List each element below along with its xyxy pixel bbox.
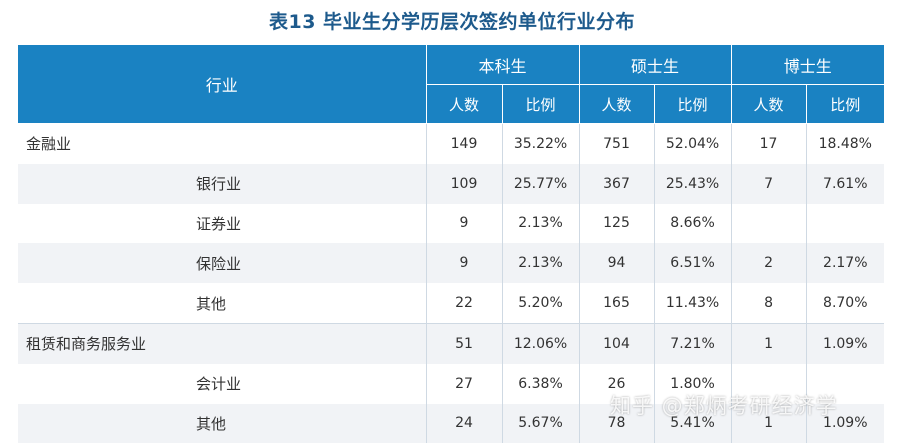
cell-master-ratio: 11.43%	[654, 283, 732, 324]
table-row: 金融业 149 35.22% 751 52.04% 17 18.48%	[18, 123, 884, 164]
cell-undergrad-ratio: 6.38%	[502, 363, 580, 404]
row-industry-name: 其他	[18, 403, 427, 444]
row-industry-name: 保险业	[18, 243, 427, 284]
cell-doctor-count: 1	[731, 403, 807, 444]
table-row: 银行业 109 25.77% 367 25.43% 7 7.61%	[18, 163, 885, 204]
header-count: 人数	[730, 84, 807, 124]
cell-doctor-ratio: 2.17%	[806, 243, 885, 284]
cell-undergrad-count: 24	[426, 403, 503, 444]
cell-doctor-count: 2	[731, 243, 807, 284]
cell-undergrad-count: 22	[426, 283, 503, 324]
cell-undergrad-ratio: 25.77%	[502, 163, 580, 204]
header-count: 人数	[578, 84, 655, 124]
cell-doctor-count: 8	[731, 283, 807, 324]
row-industry-name: 其他	[18, 283, 427, 324]
table-row: 其他 24 5.67% 78 5.41% 1 1.09%	[18, 403, 885, 444]
cell-master-ratio: 5.41%	[654, 403, 732, 444]
cell-master-count: 125	[579, 203, 655, 244]
cell-undergrad-ratio: 5.20%	[502, 283, 580, 324]
header-industry: 行业	[18, 44, 427, 124]
row-industry-name: 银行业	[18, 163, 427, 204]
row-industry-name: 会计业	[18, 363, 427, 404]
cell-undergrad-ratio: 12.06%	[502, 322, 580, 364]
cell-doctor-ratio: 18.48%	[818, 135, 872, 152]
cell-doctor-count: 1	[731, 322, 807, 364]
cell-master-count: 78	[579, 403, 655, 444]
table-row: 保险业 9 2.13% 94 6.51% 2 2.17%	[18, 243, 885, 284]
table-title: 表13 毕业生分学历层次签约单位行业分布	[268, 11, 636, 33]
header-ratio: 比例	[501, 84, 580, 124]
cell-doctor-ratio: 1.09%	[806, 403, 885, 444]
cell-undergrad-ratio: 5.67%	[502, 403, 580, 444]
cell-doctor-count	[731, 363, 807, 404]
header-ratio: 比例	[805, 84, 885, 124]
industry-distribution-table: 行业 本科生 硕士生 博士生 人数 比例 人数 比例 人数 比例 金融业 149 3…	[18, 44, 885, 444]
cell-undergrad-ratio: 35.22%	[502, 123, 580, 164]
cell-master-count: 165	[579, 283, 655, 324]
row-industry-name: 金融业	[18, 123, 427, 164]
cell-undergrad-ratio: 2.13%	[502, 203, 580, 244]
cell-master-ratio: 1.80%	[654, 363, 732, 404]
cell-doctor-count: 17	[731, 123, 807, 164]
row-industry-name: 证券业	[18, 203, 427, 244]
cell-undergrad-count: 9	[426, 243, 503, 284]
table-row: 其他 22 5.20% 165 11.43% 8 8.70%	[18, 283, 884, 324]
cell-master-ratio: 6.51%	[654, 243, 732, 284]
header-master: 硕士生	[578, 44, 732, 85]
table-row: 会计业 27 6.38% 26 1.80%	[18, 363, 884, 404]
header-undergrad: 本科生	[425, 44, 580, 85]
cell-master-ratio: 52.04%	[654, 123, 732, 164]
header-ratio: 比例	[653, 84, 732, 124]
cell-undergrad-count: 109	[426, 163, 503, 204]
row-industry-name: 租赁和商务服务业	[18, 322, 427, 364]
cell-master-count: 94	[579, 243, 655, 284]
cell-master-ratio: 25.43%	[654, 163, 732, 204]
cell-undergrad-count: 27	[426, 363, 503, 404]
cell-undergrad-count: 149	[426, 123, 503, 164]
cell-undergrad-count: 51	[426, 322, 503, 364]
header-count: 人数	[425, 84, 503, 124]
cell-doctor-count: 7	[731, 163, 807, 204]
header-doctor: 博士生	[730, 44, 885, 85]
table-row: 租赁和商务服务业 51 12.06% 104 7.21% 1 1.09%	[18, 322, 885, 364]
cell-doctor-ratio: 7.61%	[806, 163, 885, 204]
cell-master-count: 751	[579, 123, 655, 164]
cell-master-count: 367	[579, 163, 655, 204]
cell-undergrad-count: 9	[426, 203, 503, 244]
cell-master-count: 26	[579, 363, 655, 404]
cell-doctor-ratio: 8.70%	[823, 295, 868, 312]
cell-master-ratio: 8.66%	[654, 203, 732, 244]
table-row: 证券业 9 2.13% 125 8.66%	[18, 203, 884, 244]
watermark-text: 知乎 @郑炳考研经济学	[610, 394, 838, 418]
cell-master-ratio: 7.21%	[654, 322, 732, 364]
cell-doctor-ratio: 1.09%	[806, 322, 885, 364]
cell-doctor-count	[731, 203, 807, 244]
cell-undergrad-ratio: 2.13%	[502, 243, 580, 284]
cell-master-count: 104	[579, 322, 655, 364]
cell-doctor-ratio	[806, 204, 884, 244]
